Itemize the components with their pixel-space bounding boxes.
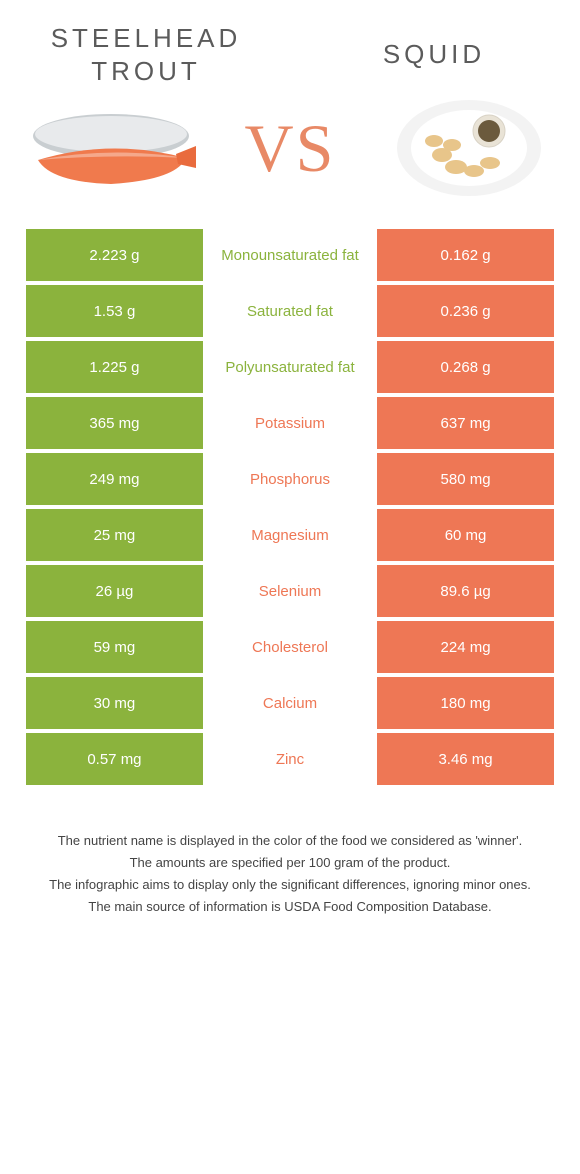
left-value-cell: 1.225 g (26, 341, 203, 393)
left-value-cell: 25 mg (26, 509, 203, 561)
nutrient-name-cell: Phosphorus (203, 453, 377, 505)
right-value-cell: 3.46 mg (377, 733, 554, 785)
table-row: 1.53 gSaturated fat0.236 g (26, 285, 554, 337)
table-row: 25 mgMagnesium60 mg (26, 509, 554, 561)
table-row: 59 mgCholesterol224 mg (26, 621, 554, 673)
nutrient-name-cell: Potassium (203, 397, 377, 449)
footnote-line: The infographic aims to display only the… (26, 875, 554, 895)
footnote-line: The amounts are specified per 100 gram o… (26, 853, 554, 873)
footnote-line: The nutrient name is displayed in the co… (26, 831, 554, 851)
versus-row: VS (26, 93, 554, 203)
right-value-cell: 60 mg (377, 509, 554, 561)
right-value-cell: 89.6 µg (377, 565, 554, 617)
left-value-cell: 0.57 mg (26, 733, 203, 785)
left-value-cell: 30 mg (26, 677, 203, 729)
right-value-cell: 0.268 g (377, 341, 554, 393)
right-value-cell: 224 mg (377, 621, 554, 673)
left-value-cell: 2.223 g (26, 229, 203, 281)
table-row: 365 mgPotassium637 mg (26, 397, 554, 449)
right-food-image (384, 93, 554, 203)
right-value-cell: 580 mg (377, 453, 554, 505)
left-value-cell: 249 mg (26, 453, 203, 505)
right-value-cell: 0.236 g (377, 285, 554, 337)
infographic-container: Steelhead trout Squid VS (0, 0, 580, 950)
table-row: 26 µgSelenium89.6 µg (26, 565, 554, 617)
table-row: 1.225 gPolyunsaturated fat0.268 g (26, 341, 554, 393)
left-value-cell: 1.53 g (26, 285, 203, 337)
squid-plate-icon (394, 93, 544, 203)
table-row: 2.223 gMonounsaturated fat0.162 g (26, 229, 554, 281)
table-row: 30 mgCalcium180 mg (26, 677, 554, 729)
table-row: 249 mgPhosphorus580 mg (26, 453, 554, 505)
nutrient-name-cell: Selenium (203, 565, 377, 617)
footnote-line: The main source of information is USDA F… (26, 897, 554, 917)
left-value-cell: 26 µg (26, 565, 203, 617)
left-value-cell: 365 mg (26, 397, 203, 449)
right-value-cell: 0.162 g (377, 229, 554, 281)
table-row: 0.57 mgZinc3.46 mg (26, 733, 554, 785)
header: Steelhead trout Squid (26, 22, 554, 87)
right-value-cell: 637 mg (377, 397, 554, 449)
nutrient-name-cell: Zinc (203, 733, 377, 785)
nutrient-name-cell: Saturated fat (203, 285, 377, 337)
right-food-title: Squid (314, 22, 554, 71)
trout-icon (26, 98, 196, 198)
vs-label: VS (196, 109, 384, 188)
right-value-cell: 180 mg (377, 677, 554, 729)
left-food-image (26, 93, 196, 203)
nutrient-name-cell: Magnesium (203, 509, 377, 561)
nutrient-name-cell: Polyunsaturated fat (203, 341, 377, 393)
left-food-title: Steelhead trout (26, 22, 266, 87)
nutrient-name-cell: Monounsaturated fat (203, 229, 377, 281)
nutrient-name-cell: Calcium (203, 677, 377, 729)
left-value-cell: 59 mg (26, 621, 203, 673)
comparison-table: 2.223 gMonounsaturated fat0.162 g1.53 gS… (26, 229, 554, 785)
nutrient-name-cell: Cholesterol (203, 621, 377, 673)
footnotes: The nutrient name is displayed in the co… (26, 831, 554, 918)
